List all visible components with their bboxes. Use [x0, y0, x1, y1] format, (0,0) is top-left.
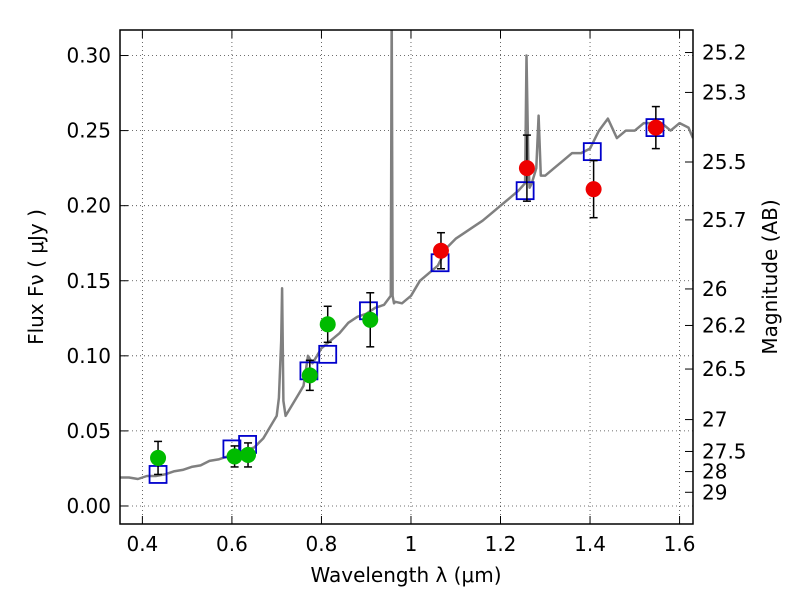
- y-axis-label: Flux Fν ( μJy ): [24, 209, 48, 345]
- observed-point: [362, 311, 379, 328]
- magnitude-tick-label: 26.2: [702, 313, 747, 337]
- y-tick-label: 0.05: [66, 419, 111, 443]
- observed-point: [432, 242, 449, 259]
- magnitude-tick-label: 27.5: [702, 439, 747, 463]
- observed-point: [585, 181, 602, 198]
- observed-point: [301, 367, 318, 384]
- magnitude-tick-label: 25.2: [702, 41, 747, 65]
- axis-ticks: 0.4 0.6 0.8 1 1.2 1.4 1.6 0.00 0.05 0.10 0.15 0.20 0…: [66, 30, 747, 556]
- x-tick-label: 0.6: [216, 532, 248, 556]
- plot-frame: [119, 29, 694, 525]
- y-tick-label: 0.20: [66, 194, 111, 218]
- observed-point: [150, 449, 167, 466]
- x-tick-label: 1.4: [574, 532, 606, 556]
- model-photometry-square: [515, 181, 535, 201]
- x-tick-label: 1.2: [485, 532, 517, 556]
- magnitude-tick-label: 27: [702, 408, 727, 432]
- magnitude-tick-label: 25.3: [702, 80, 747, 104]
- observed-point: [226, 448, 243, 465]
- x-tick-label: 0.8: [306, 532, 338, 556]
- observed-point: [240, 446, 257, 463]
- y-tick-label: 0.10: [66, 344, 111, 368]
- magnitude-tick-label: 25.7: [702, 208, 747, 232]
- observed-point: [647, 119, 664, 136]
- magnitude-tick-label: 26.5: [702, 357, 747, 381]
- observed-point: [518, 160, 535, 177]
- y-tick-label: 0.00: [66, 494, 111, 518]
- x-tick-label: 0.4: [126, 532, 158, 556]
- plot-series: [120, 30, 693, 484]
- x-axis-label: Wavelength λ (μm): [310, 563, 501, 587]
- magnitude-tick-label: 28: [702, 460, 727, 484]
- y-tick-label: 0.25: [66, 119, 111, 143]
- magnitude-axis-label: Magnitude (AB): [758, 199, 782, 354]
- magnitude-tick-label: 25.5: [702, 150, 747, 174]
- x-tick-label: 1.6: [664, 532, 696, 556]
- x-tick-label: 1: [405, 532, 418, 556]
- magnitude-tick-label: 26: [702, 277, 727, 301]
- y-tick-label: 0.15: [66, 269, 111, 293]
- y-tick-label: 0.30: [66, 44, 111, 68]
- observed-point: [319, 316, 336, 333]
- model-photometry-square: [318, 344, 338, 364]
- magnitude-tick-label: 29: [702, 480, 727, 504]
